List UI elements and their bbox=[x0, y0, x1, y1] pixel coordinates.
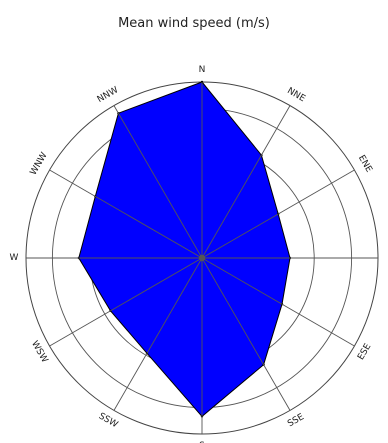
direction-label-wsw: WSW bbox=[29, 339, 49, 364]
data-area bbox=[77, 80, 292, 418]
spoke-nnw bbox=[113, 105, 203, 259]
direction-label-nnw: NNW bbox=[96, 85, 120, 105]
spoke-wsw bbox=[49, 257, 203, 347]
spoke-sse bbox=[201, 257, 291, 411]
grid-spokes bbox=[26, 82, 378, 434]
chart-title: Mean wind speed (m/s) bbox=[118, 16, 270, 31]
direction-label-nne: NNE bbox=[285, 86, 307, 104]
spoke-ene bbox=[201, 169, 355, 259]
center-point bbox=[198, 254, 206, 262]
spoke-ssw bbox=[113, 257, 203, 411]
direction-label-ese: ESE bbox=[356, 342, 373, 362]
direction-label-ssw: SSW bbox=[97, 411, 120, 430]
direction-label-ene: ENE bbox=[356, 154, 374, 175]
direction-label-s: S bbox=[199, 441, 205, 443]
direction-label-n: N bbox=[199, 65, 206, 75]
wind-speed-area bbox=[78, 81, 291, 418]
direction-label-sse: SSE bbox=[286, 412, 306, 429]
direction-label-w: W bbox=[10, 253, 19, 263]
direction-label-wnw: WNW bbox=[29, 151, 50, 177]
spoke-nne bbox=[201, 105, 291, 259]
spoke-wnw bbox=[49, 169, 203, 259]
spoke-ese bbox=[201, 257, 355, 347]
